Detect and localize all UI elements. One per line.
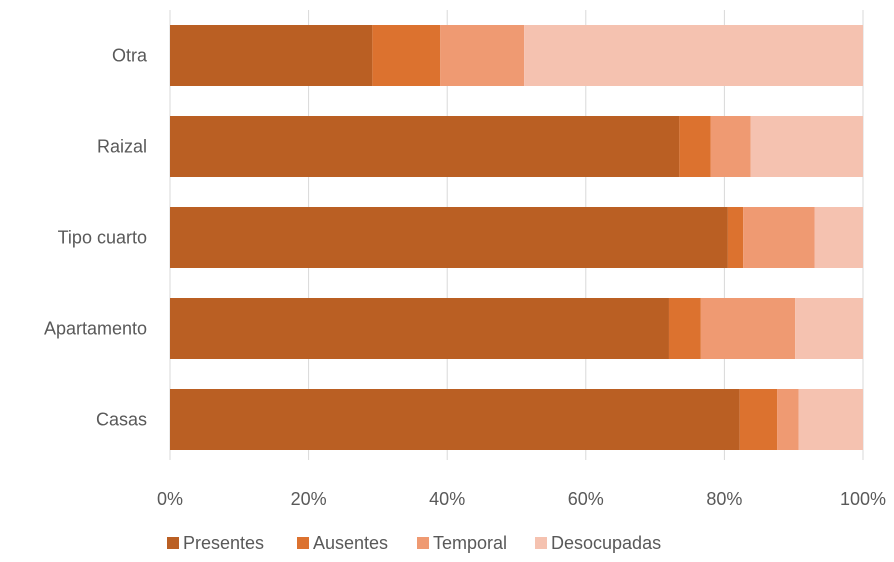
- bar-segment-ausentes: [727, 207, 744, 268]
- bar-segment-temporal: [777, 389, 799, 450]
- bar-segment-presentes: [170, 25, 373, 86]
- x-tick-label: 20%: [291, 489, 327, 509]
- legend-label: Presentes: [183, 533, 264, 553]
- legend-swatch: [297, 537, 309, 549]
- x-tick-label: 60%: [568, 489, 604, 509]
- category-label: Otra: [112, 46, 148, 66]
- category-label: Apartamento: [44, 319, 147, 339]
- bars: [170, 25, 863, 450]
- category-label: Tipo cuarto: [58, 228, 147, 248]
- x-tick-label: 100%: [840, 489, 886, 509]
- category-label: Raizal: [97, 137, 147, 157]
- bar-segment-presentes: [170, 116, 680, 177]
- legend-swatch: [535, 537, 547, 549]
- x-tick-label: 0%: [157, 489, 183, 509]
- bar-segment-desocupadas: [814, 207, 863, 268]
- bar-segment-desocupadas: [795, 298, 863, 359]
- bar-segment-temporal: [743, 207, 815, 268]
- legend: Presentes Ausentes Temporal Desocupadas: [167, 533, 661, 553]
- bar-segment-ausentes: [679, 116, 711, 177]
- legend-swatch: [167, 537, 179, 549]
- category-label: Casas: [96, 410, 147, 430]
- legend-swatch: [417, 537, 429, 549]
- bar-segment-ausentes: [668, 298, 701, 359]
- bar-segment-temporal: [440, 25, 525, 86]
- x-tick-label: 40%: [429, 489, 465, 509]
- bar-segment-temporal: [700, 298, 796, 359]
- bar-segment-presentes: [170, 389, 740, 450]
- bar-segment-presentes: [170, 298, 669, 359]
- category-labels: Otra Raizal Tipo cuarto Apartamento Casas: [44, 46, 148, 430]
- bar-segment-desocupadas: [750, 116, 863, 177]
- bar-segment-ausentes: [372, 25, 441, 86]
- legend-label: Temporal: [433, 533, 507, 553]
- x-axis-ticks: 0% 20% 40% 60% 80% 100%: [157, 489, 886, 509]
- bar-segment-temporal: [710, 116, 751, 177]
- x-tick-label: 80%: [706, 489, 742, 509]
- legend-label: Ausentes: [313, 533, 388, 553]
- bar-segment-desocupadas: [524, 25, 863, 86]
- bar-segment-presentes: [170, 207, 728, 268]
- bar-segment-ausentes: [739, 389, 778, 450]
- legend-label: Desocupadas: [551, 533, 661, 553]
- bar-segment-desocupadas: [798, 389, 863, 450]
